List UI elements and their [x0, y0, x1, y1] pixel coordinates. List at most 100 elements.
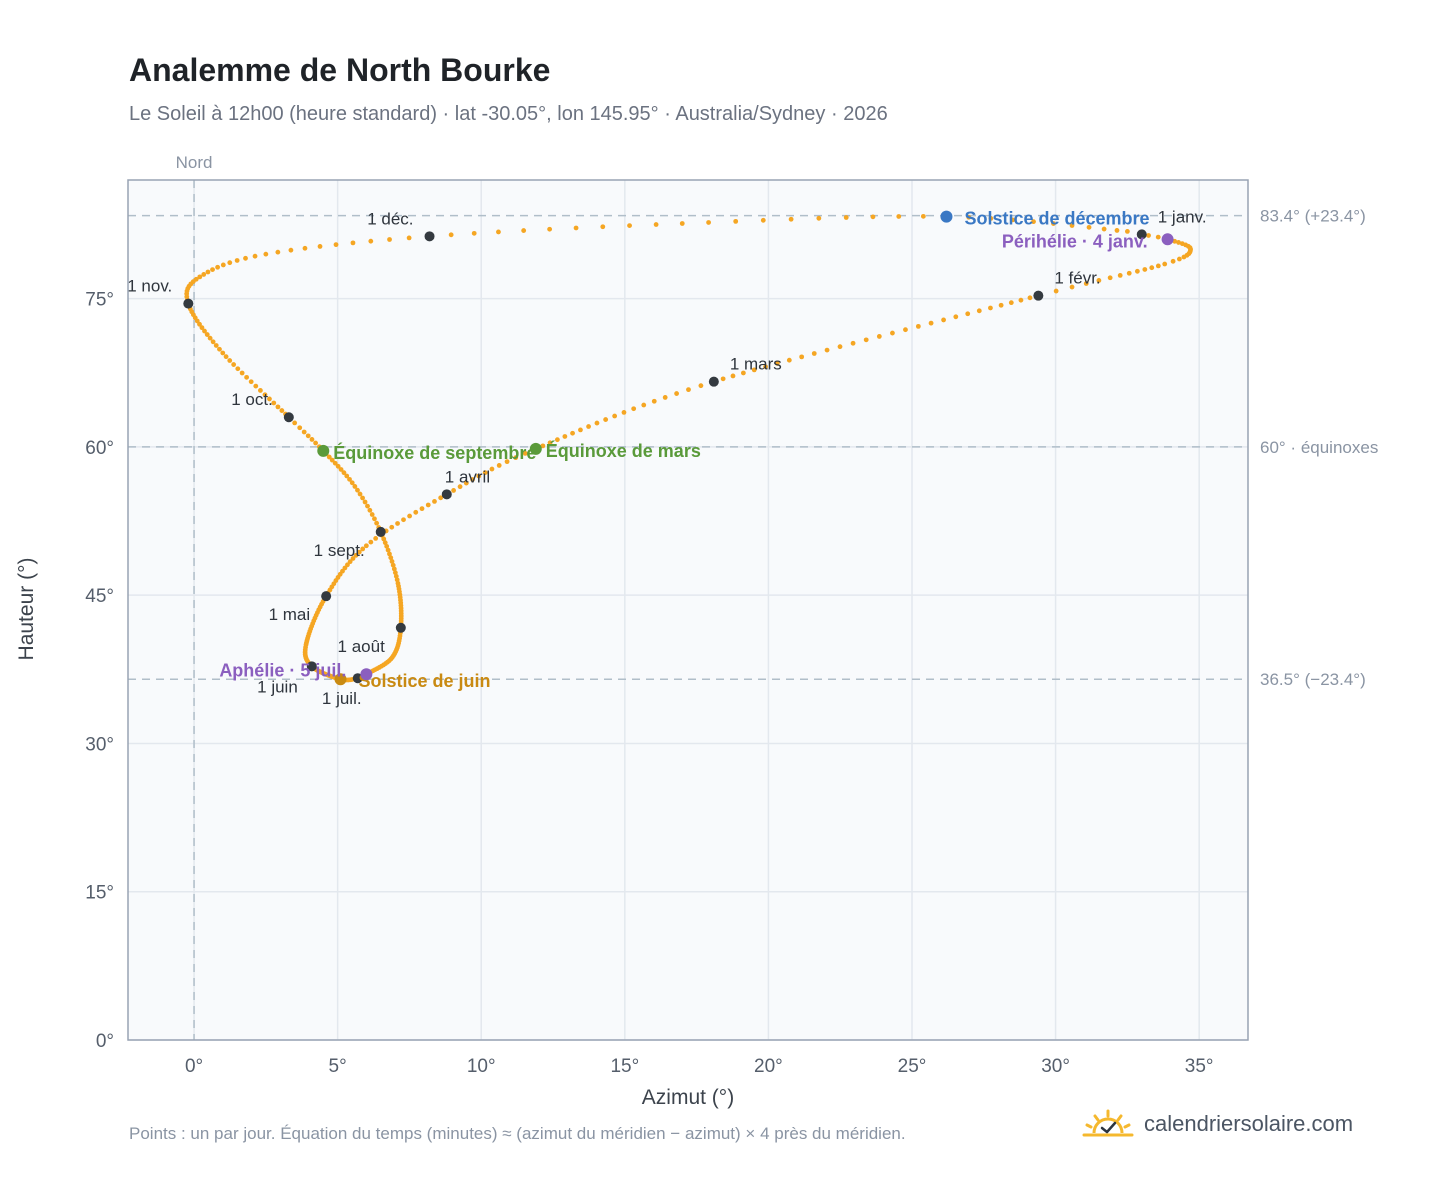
daily-sun-point — [1155, 263, 1161, 269]
daily-sun-point — [202, 328, 207, 334]
daily-sun-point — [1176, 256, 1182, 262]
daily-sun-point — [686, 387, 691, 393]
daily-sun-point — [448, 232, 454, 238]
daily-sun-point — [463, 480, 469, 486]
daily-sun-point — [356, 549, 362, 555]
daily-sun-point — [393, 573, 399, 579]
x-tick-label: 25° — [898, 1056, 927, 1077]
month-marker — [441, 489, 452, 500]
daily-sun-point — [1114, 228, 1120, 233]
month-marker — [283, 412, 294, 423]
daily-sun-point — [392, 570, 398, 576]
plot-area — [128, 180, 1248, 1040]
daily-sun-point — [352, 484, 358, 489]
month-label: 1 févr. — [1054, 269, 1100, 288]
month-label: 1 août — [338, 637, 386, 656]
daily-sun-point — [482, 470, 488, 475]
y-tick-label: 60° — [85, 438, 114, 459]
daily-sun-point — [252, 253, 258, 259]
month-markers: 1 janv. 1 févr. 1 mars 1 avril 1 mai 1 juin 1 … — [127, 207, 1206, 708]
chart-subtitle: Le Soleil à 12h00 (heure standard) · lat… — [129, 103, 888, 125]
daily-sun-point — [1069, 223, 1075, 228]
daily-sun-point — [1086, 224, 1092, 230]
daily-sun-point — [740, 370, 746, 376]
daily-sun-point — [413, 509, 419, 515]
x-tick-label: 15° — [610, 1056, 639, 1077]
x-tick-label: 35° — [1185, 1056, 1214, 1077]
daily-sun-point — [1162, 261, 1168, 267]
daily-sun-point — [679, 221, 685, 226]
daily-sun-point — [476, 473, 482, 479]
brand-name: calendriersolaire.com — [1144, 1111, 1354, 1136]
daily-sun-point — [365, 503, 370, 509]
daily-sun-point — [641, 402, 647, 408]
brand[interactable]: calendriersolaire.com — [1082, 1104, 1353, 1144]
daily-sun-point — [374, 520, 380, 526]
daily-sun-point — [1176, 240, 1181, 245]
month-label: 1 oct. — [231, 390, 273, 409]
daily-sun-point — [522, 451, 528, 456]
daily-sun-point — [193, 276, 199, 282]
month-label: 1 janv. — [1158, 207, 1207, 226]
daily-sun-point — [292, 420, 298, 426]
daily-sun-point — [210, 267, 215, 273]
daily-sun-point — [489, 466, 495, 472]
daily-sun-point — [344, 473, 350, 479]
event-label: Solstice de décembre — [964, 209, 1149, 229]
month-marker — [352, 673, 363, 684]
daily-sun-point — [1051, 221, 1056, 226]
daily-sun-point — [760, 217, 766, 223]
daily-sun-point — [387, 551, 392, 557]
x-axis-label: Azimut (°) — [642, 1086, 734, 1109]
daily-sun-point — [799, 354, 805, 360]
daily-sun-point — [217, 346, 222, 352]
daily-sun-point — [1101, 226, 1107, 232]
daily-sun-point — [554, 437, 560, 443]
daily-sun-point — [1027, 295, 1033, 301]
month-marker — [395, 622, 406, 633]
y-tick-label: 45° — [85, 586, 114, 607]
daily-sun-point — [297, 425, 303, 431]
daily-sun-point — [407, 513, 412, 519]
altitude-reference-label: 83.4° (+23.4°) — [1260, 207, 1366, 226]
event-marker — [940, 210, 953, 223]
daily-sun-point — [1117, 272, 1123, 278]
daily-sun-point — [360, 495, 365, 501]
daily-sun-point — [627, 223, 632, 229]
daily-sun-point — [730, 373, 736, 379]
daily-sun-point — [896, 214, 902, 219]
daily-sun-point — [1096, 278, 1102, 283]
daily-sun-point — [275, 404, 281, 410]
daily-sun-point — [381, 536, 387, 542]
month-label: 1 sept. — [314, 541, 365, 560]
daily-sun-point — [471, 230, 477, 236]
daily-sun-point — [355, 487, 360, 493]
daily-sun-point — [1142, 267, 1148, 272]
daily-sun-point — [248, 379, 254, 385]
daily-sun-point — [824, 347, 830, 353]
daily-sun-point — [470, 477, 475, 482]
daily-sun-point — [653, 222, 659, 227]
daily-sun-point — [540, 443, 546, 449]
month-marker — [1136, 229, 1147, 240]
daily-sun-point — [326, 454, 332, 460]
daily-sun-point — [562, 434, 568, 439]
daily-sun-point — [362, 499, 368, 505]
daily-sun-point — [651, 398, 657, 404]
daily-sun-point — [425, 502, 431, 508]
daily-sun-point — [349, 480, 355, 486]
daily-sun-point — [244, 374, 250, 380]
daily-sun-point — [388, 555, 394, 561]
daily-sun-point — [385, 547, 391, 553]
daily-sun-point — [347, 476, 352, 482]
daily-sun-point — [288, 247, 294, 253]
daily-sun-point — [816, 215, 822, 221]
daily-sun-point — [275, 249, 281, 255]
daily-sun-point — [368, 539, 374, 545]
month-label: 1 mars — [730, 355, 782, 374]
daily-sun-point — [603, 417, 609, 422]
daily-sun-point — [621, 409, 627, 415]
daily-sun-point — [279, 408, 285, 413]
daily-sun-point — [966, 214, 972, 220]
